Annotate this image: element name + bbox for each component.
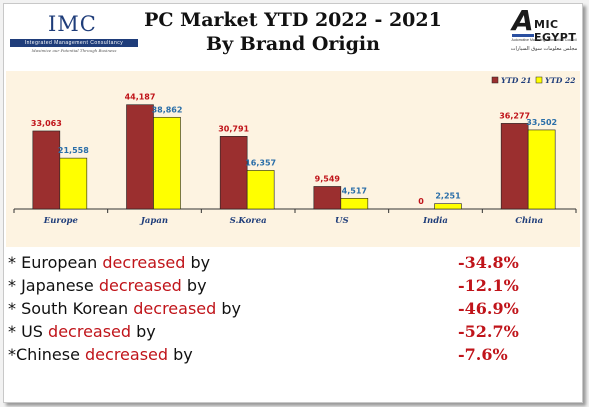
imc-logo: IMC Integrated Management Consultancy Ma… [10,12,140,53]
summary-suffix: by [131,322,156,341]
category-label: Europe [43,216,79,226]
data-label: 44,187 [125,93,156,102]
data-label: 38,862 [152,105,183,114]
summary-percent: -46.9% [458,299,519,318]
summary-percent: -12.1% [458,276,519,295]
summary-percent: -7.6% [458,345,508,364]
page-title: PC Market YTD 2022 - 2021 [144,9,442,31]
bar-chart: 33,063 21,558 Europe 44,187 38,862 Japan 30,79… [13,76,577,226]
bar-ytd22-japan [153,116,181,210]
bar-ytd22-europe [59,157,88,210]
amic-logo-text: MIC EGYPT [534,18,577,44]
imc-logo-bar: Integrated Management Consultancy [10,39,138,47]
summary-line: * US decreased by [8,320,156,344]
legend-swatch [491,76,499,84]
data-label: 30,791 [218,124,249,133]
summary-prefix: *Chinese [8,345,86,364]
summary-suffix: by [181,276,207,295]
summary-percent: -34.8% [458,253,519,272]
summary-line: *Chinese decreased by [8,343,193,367]
data-label: 2,251 [435,192,461,201]
summary-percent: -52.7% [458,322,519,341]
summary-highlight: decreased [133,299,217,318]
summary-highlight: decreased [85,345,169,364]
summary-highlight: decreased [98,276,182,295]
data-label: 33,502 [526,118,557,127]
amic-logo-mark: A [512,4,534,37]
amic-logo: A MIC EGYPT Automotive Marketing Informa… [506,6,582,56]
imc-logo-text: IMC [48,12,97,36]
category-label: Japan [139,216,168,226]
slide: IMC Integrated Management Consultancy Ma… [3,3,583,403]
legend-swatch [535,76,543,84]
bar-ytd22-skorea [246,170,275,210]
data-label: 33,063 [31,119,62,128]
bar-ytd22-india [434,203,462,210]
bar-ytd21-china [500,123,529,210]
data-label: 36,277 [499,111,530,120]
category-label: US [335,216,349,226]
chart-panel: 33,063 21,558 Europe 44,187 38,862 Japan 30,79… [6,71,580,247]
summary-prefix: * US [8,322,49,341]
data-label: 21,558 [58,146,89,155]
imc-logo-tagline: Maximize our Potential Through Business [31,48,117,53]
legend-label: YTD 21 [501,76,532,85]
amic-logo-subtext: Automotive Marketing Information Council [511,38,577,42]
data-label: 4,517 [342,186,367,195]
summary-line: * Japanese decreased by [8,274,207,298]
summary-prefix: * European [8,253,103,272]
data-label: 0 [418,197,424,206]
summary-line: * South Korean decreased by [8,297,241,321]
summary-line: * European decreased by [8,251,210,275]
data-label: 16,357 [245,158,276,167]
summary-prefix: * South Korean [8,299,134,318]
summary-highlight: decreased [102,253,186,272]
summary-suffix: by [216,299,241,318]
category-label: S.Korea [230,216,267,226]
page-subtitle: By Brand Origin [206,33,380,55]
summary-highlight: decreased [48,322,132,341]
legend-label: YTD 22 [545,76,576,85]
bar-ytd21-skorea [219,136,248,210]
data-label: 9,549 [315,174,341,183]
bar-ytd22-china [527,129,556,210]
category-label: India [422,216,448,226]
summary-suffix: by [185,253,211,272]
bar-ytd21-us [313,186,342,210]
summary-prefix: * Japanese [8,276,99,295]
bar-ytd22-us [340,198,369,210]
summary-suffix: by [168,345,193,364]
bar-ytd21-japan [126,104,154,210]
bar-ytd21-europe [32,130,61,210]
category-label: China [515,216,543,226]
amic-logo-arabic: مجلس معلومات سوق السيارات [510,46,578,52]
